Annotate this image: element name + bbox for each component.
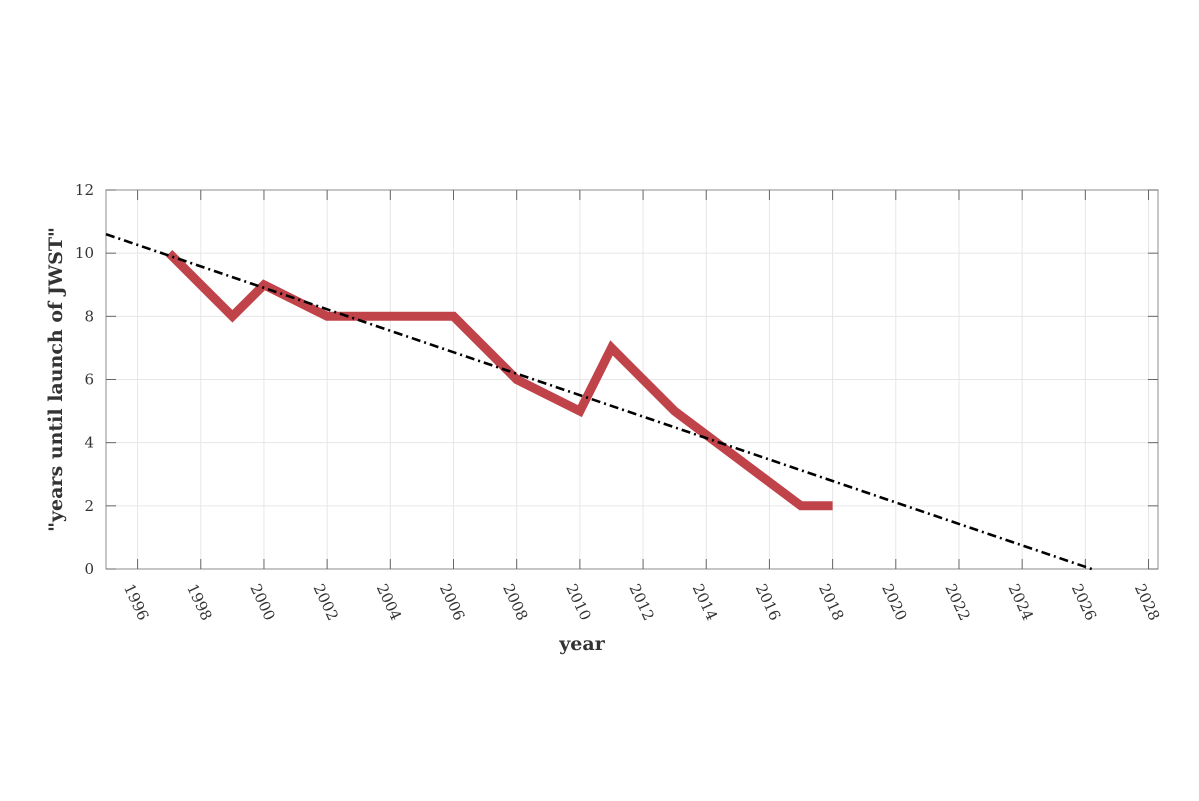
data-line (166, 250, 833, 511)
y-tick-label: 2 (84, 497, 94, 515)
x-tick-label: 2004 (373, 581, 405, 623)
x-axis-label: year (558, 633, 605, 655)
x-tick-label: 2028 (1131, 581, 1163, 623)
y-tick-label: 12 (75, 181, 94, 199)
x-axis-tick-labels: 1996 1998 2000 2002 2004 2006 2008 2010 2012 2014… (120, 581, 1163, 623)
x-tick-label: 2018 (815, 581, 847, 623)
x-tick-label: 2026 (1068, 581, 1100, 623)
y-axis-tick-labels: 0 2 4 6 8 10 12 (75, 181, 94, 578)
y-axis-label: "years until launch of JWST" (45, 227, 67, 532)
series-layer (105, 232, 1093, 571)
x-tick-label: 2014 (689, 581, 721, 623)
y-tick-label: 8 (84, 307, 94, 325)
y-tick-label: 4 (84, 434, 94, 452)
y-tick-label: 0 (84, 560, 94, 578)
x-tick-label: 2002 (310, 581, 342, 623)
x-tick-label: 1996 (120, 581, 152, 623)
grid (106, 189, 1158, 570)
x-tick-label: 2016 (752, 581, 784, 623)
x-tick-label: 1998 (183, 581, 215, 623)
x-tick-label: 2006 (436, 581, 468, 623)
x-tick-label: 2020 (878, 581, 910, 623)
x-tick-label: 2000 (246, 581, 278, 623)
x-tick-label: 2012 (625, 581, 657, 623)
y-tick-label: 10 (75, 244, 94, 262)
x-tick-label: 2008 (499, 581, 531, 623)
x-tick-label: 2024 (1005, 581, 1037, 623)
axis-ticks (106, 189, 1158, 570)
x-tick-label: 2022 (941, 581, 973, 623)
x-tick-label: 2010 (562, 581, 594, 623)
trend-line (105, 232, 1093, 571)
y-tick-label: 6 (84, 371, 94, 389)
